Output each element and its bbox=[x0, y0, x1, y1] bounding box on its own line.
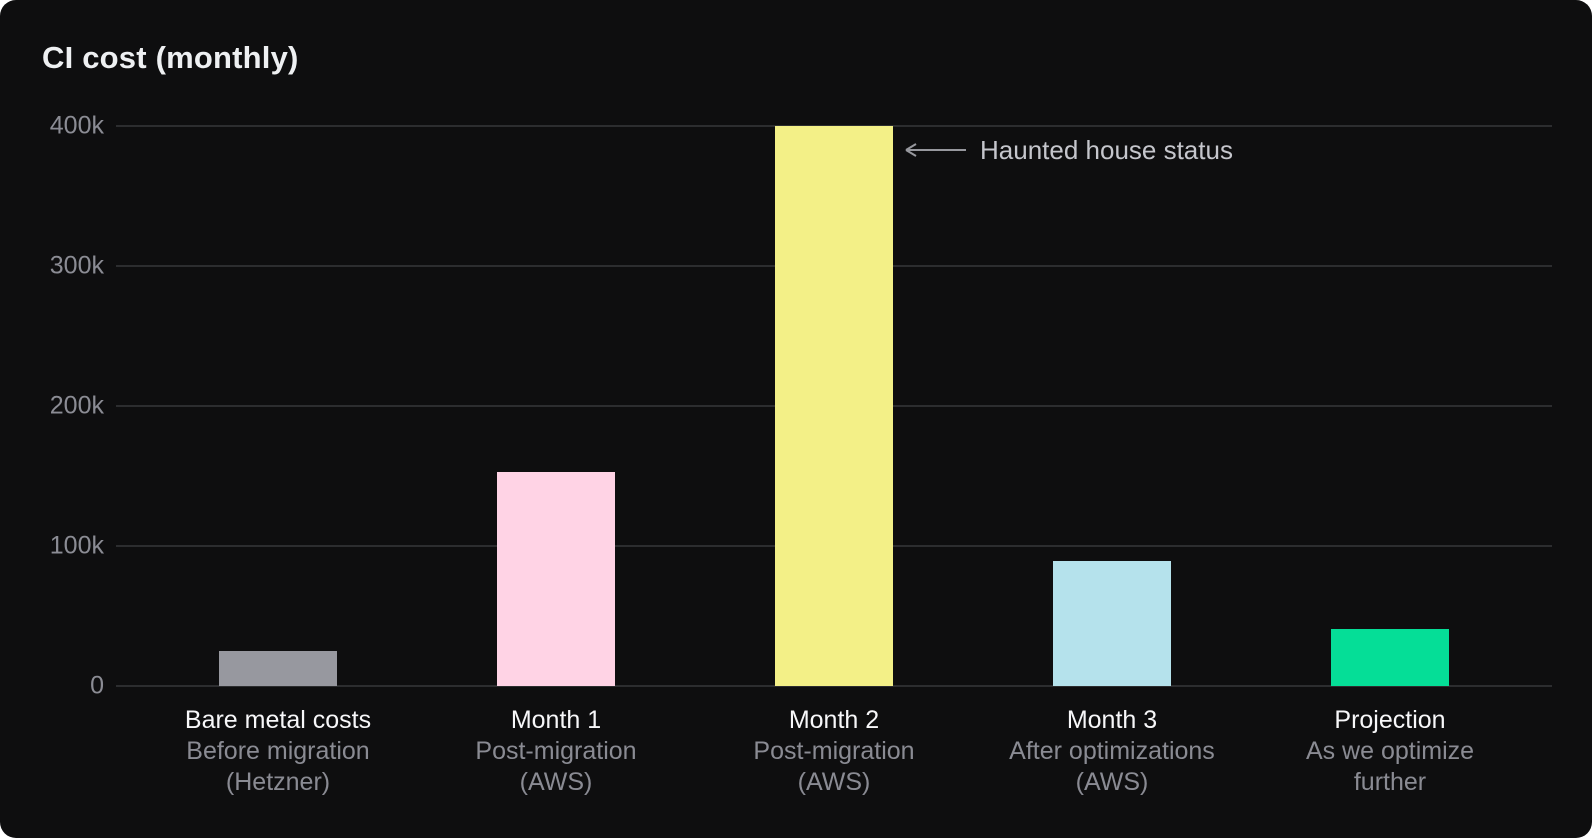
category-main-label: Bare metal costs bbox=[184, 706, 372, 734]
annotation-text: Haunted house status bbox=[980, 134, 1233, 165]
bar-month-1 bbox=[497, 471, 615, 686]
category-main-label: Month 2 bbox=[788, 706, 880, 734]
annotation-haunted-house: Haunted house status bbox=[902, 134, 1233, 165]
category-label-month-3: Month 3 After optimizations (AWS) bbox=[969, 705, 1256, 798]
y-axis-tick-label: 200k bbox=[49, 391, 104, 420]
y-axis-tick-label: 0 bbox=[90, 671, 104, 700]
bar-bare-metal-costs bbox=[219, 651, 337, 686]
category-main-label: Month 1 bbox=[510, 706, 602, 734]
y-axis-tick-label: 400k bbox=[49, 111, 104, 140]
y-axis-tick-label: 300k bbox=[49, 251, 104, 280]
category-label-bare-metal-costs: Bare metal costs Before migration (Hetzner… bbox=[135, 705, 422, 798]
category-main-label: Projection bbox=[1334, 706, 1446, 734]
bar-projection bbox=[1331, 628, 1449, 686]
gridline-0 bbox=[116, 685, 1552, 687]
plot-area: 0 100k 200k 300k 400k Bare metal costs Before… bbox=[50, 112, 1552, 796]
category-label-projection: Projection As we optimize further bbox=[1247, 705, 1534, 798]
category-label-month-2: Month 2 Post-migration (AWS) bbox=[691, 705, 978, 798]
category-sublabel: Post-migration bbox=[753, 737, 915, 765]
category-sublabel: further bbox=[1353, 768, 1427, 796]
category-sublabel: Before migration bbox=[186, 737, 370, 765]
category-sublabel: (AWS) bbox=[797, 768, 871, 796]
category-sublabel: After optimizations bbox=[1009, 737, 1215, 765]
y-axis-tick-label: 100k bbox=[49, 531, 104, 560]
category-label-month-1: Month 1 Post-migration (AWS) bbox=[413, 705, 700, 798]
category-sublabel: (Hetzner) bbox=[225, 768, 331, 796]
category-sublabel: (AWS) bbox=[1075, 768, 1149, 796]
category-sublabel: (AWS) bbox=[519, 768, 593, 796]
bar-month-2 bbox=[775, 126, 893, 686]
chart-title: CI cost (monthly) bbox=[42, 40, 299, 75]
left-arrow-icon bbox=[905, 143, 966, 157]
category-sublabel: As we optimize bbox=[1305, 737, 1475, 765]
category-main-label: Month 3 bbox=[1066, 706, 1158, 734]
bar-month-3 bbox=[1053, 561, 1171, 686]
category-sublabel: Post-migration bbox=[475, 737, 637, 765]
